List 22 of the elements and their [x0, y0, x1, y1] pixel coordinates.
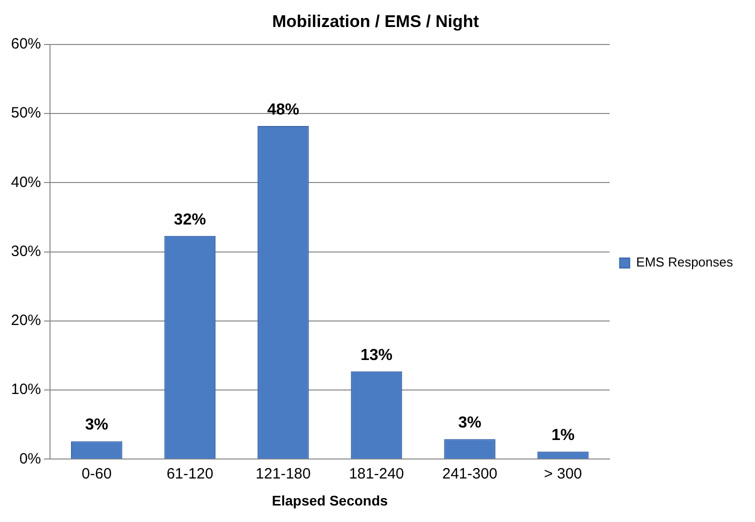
data-label: 13%	[360, 346, 393, 364]
x-tick-label: 0-60	[82, 465, 112, 482]
x-tick-label: 61-120	[166, 465, 214, 482]
data-label: 32%	[174, 211, 206, 228]
x-tick-label: > 300	[544, 465, 582, 482]
x-tick-label: 241-300	[442, 465, 498, 482]
x-tick-label: 181-240	[348, 465, 404, 482]
y-tick-label: 10%	[10, 381, 42, 398]
y-tick-label: 40%	[10, 174, 42, 191]
x-tick-label: 121-180	[256, 465, 311, 482]
data-label: 1%	[551, 427, 575, 444]
chart-title: Mobilization / EMS / Night	[272, 12, 480, 31]
data-label: 3%	[85, 416, 108, 434]
y-tick-label: 60%	[10, 36, 42, 53]
data-label: 48%	[267, 101, 300, 118]
y-tick-label: 20%	[10, 312, 42, 330]
y-tick-label: 30%	[10, 242, 42, 260]
data-label: 3%	[458, 414, 482, 432]
y-tick-label: 50%	[10, 104, 42, 122]
x-axis-title: Elapsed Seconds	[272, 492, 388, 508]
y-tick-label: 0%	[19, 450, 42, 468]
legend-label: EMS Responses	[636, 254, 734, 270]
